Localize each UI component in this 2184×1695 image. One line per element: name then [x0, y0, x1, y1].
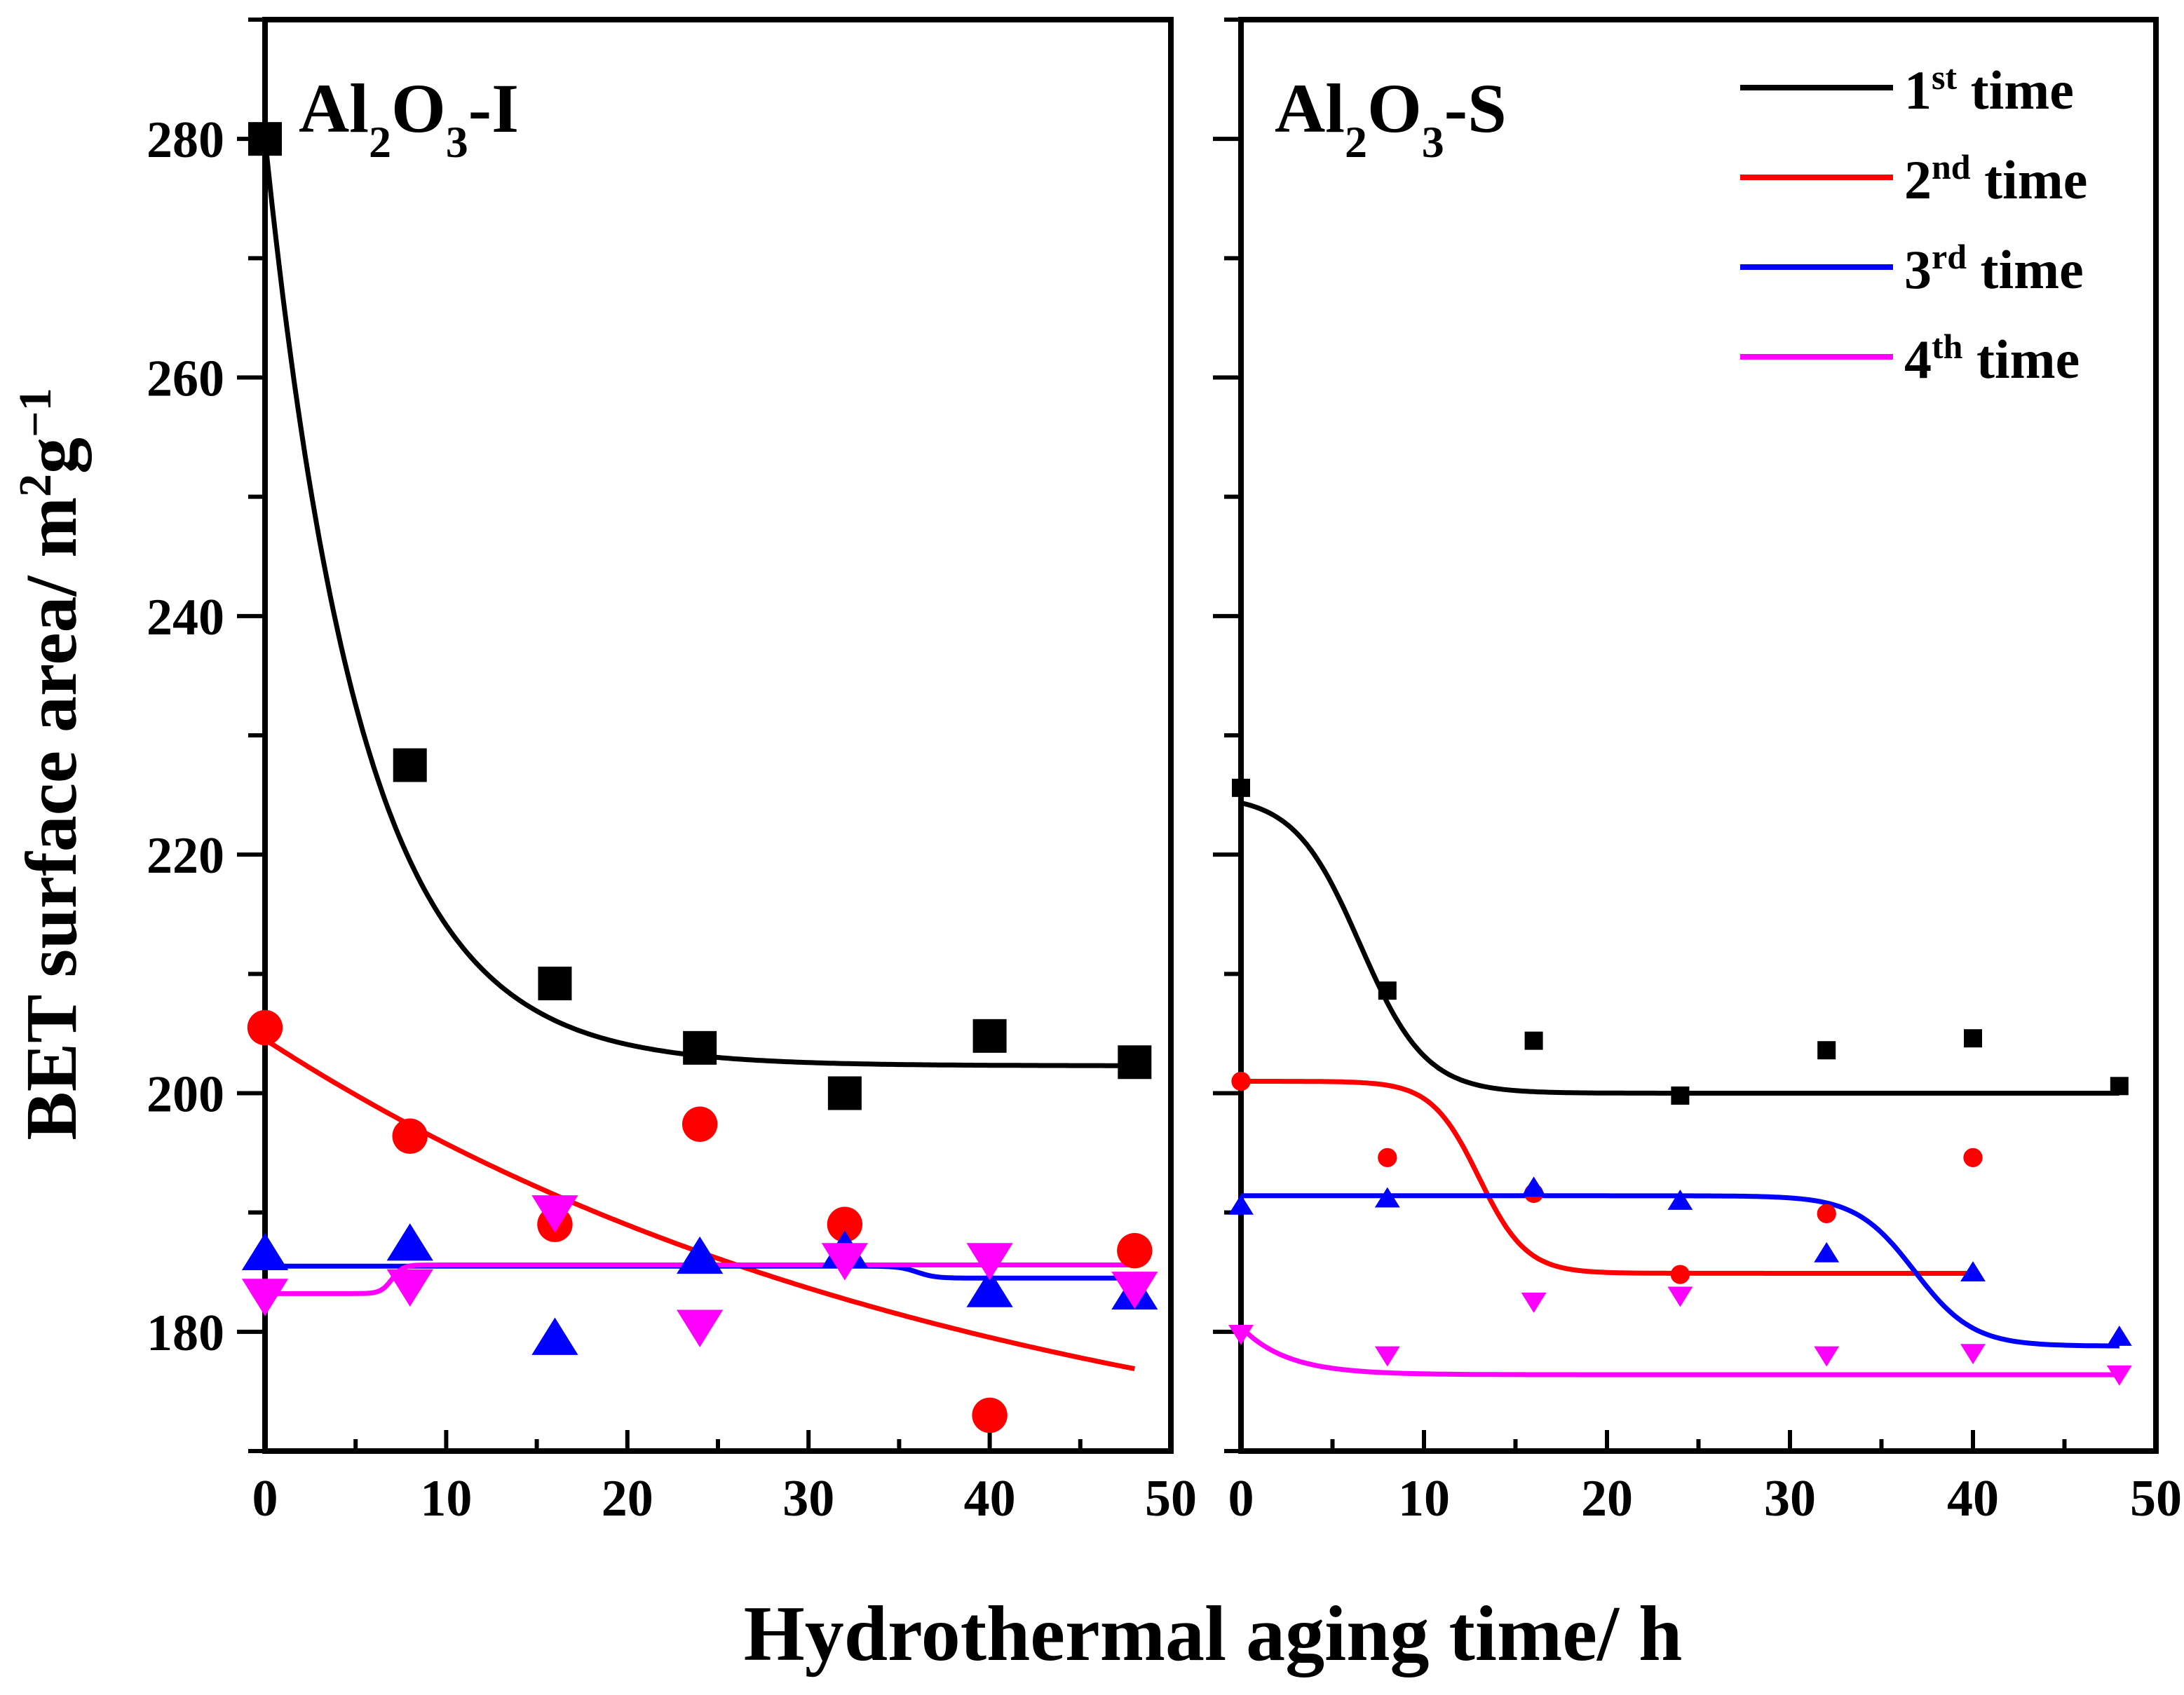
- data-point-triangle-up: [677, 1236, 724, 1274]
- x-tick-label: 30: [1764, 1470, 1816, 1527]
- x-tick-label: 40: [1947, 1470, 1999, 1527]
- fit-curve: [1241, 1079, 1973, 1276]
- panel-2: 0 10 20 30 40 50 Al2O3-S: [1213, 17, 2182, 1527]
- data-point-circle: [247, 1009, 283, 1046]
- y-tick-label: 200: [147, 1066, 224, 1124]
- y-axis-label: BET surface area/ m2g−1: [10, 388, 93, 1140]
- data-point-square: [1232, 778, 1250, 797]
- data-point-circle: [681, 1106, 718, 1142]
- data-point-triangle-up: [1814, 1241, 1840, 1262]
- x-tick-label: 50: [1145, 1470, 1197, 1527]
- y-tick-label: 240: [147, 589, 224, 646]
- data-point-square: [538, 966, 572, 1000]
- data-point-square: [827, 1076, 862, 1110]
- x-axis-label: Hydrothermal aging time/ h: [744, 1591, 1683, 1677]
- data-point-circle: [392, 1118, 428, 1154]
- legend-label: 3rd time: [1904, 237, 2084, 300]
- data-point-triangle-down: [1960, 1344, 1986, 1365]
- legend: 1st time 2nd time 3rd time 4th time: [1740, 57, 2087, 390]
- data-point-square: [683, 1030, 717, 1065]
- x-tick-label: 40: [964, 1470, 1016, 1527]
- data-point-triangle-down: [241, 1279, 289, 1316]
- data-point-triangle-down: [1374, 1346, 1400, 1367]
- data-point-square: [248, 122, 282, 156]
- data-point-triangle-down: [677, 1309, 724, 1347]
- x-tick-label: 30: [782, 1470, 834, 1527]
- x-tick-label: 10: [420, 1470, 472, 1527]
- data-point-triangle-down: [1111, 1272, 1158, 1309]
- data-point-triangle-up: [1521, 1176, 1547, 1197]
- data-point-square: [2110, 1077, 2129, 1096]
- data-point-circle: [972, 1397, 1008, 1434]
- data-point-triangle-down: [821, 1243, 868, 1281]
- data-point-square: [1817, 1041, 1836, 1060]
- y-tick-label: 220: [147, 827, 224, 885]
- data-point-circle: [1117, 1232, 1153, 1269]
- data-point-triangle-down: [966, 1243, 1013, 1281]
- x-tick-label: 0: [1228, 1470, 1254, 1527]
- x-tick-label: 50: [2130, 1470, 2182, 1527]
- y-tick-label: 280: [147, 111, 224, 169]
- fit-curve: [1240, 800, 2119, 1096]
- data-point-triangle-up: [1374, 1187, 1400, 1208]
- data-point-square: [1671, 1086, 1690, 1105]
- panel-title: Al2O3-S: [1275, 69, 1507, 167]
- data-point-triangle-down: [386, 1269, 433, 1307]
- data-point-square: [393, 748, 427, 782]
- data-point-square: [1378, 981, 1397, 1000]
- data-point-circle: [1817, 1204, 1836, 1224]
- y-tick-label: 180: [147, 1305, 224, 1362]
- fit-curve: [1239, 1325, 2119, 1377]
- data-point-triangle-up: [241, 1232, 289, 1271]
- fit-curve: [262, 138, 1135, 1068]
- legend-label: 2nd time: [1904, 147, 2087, 210]
- data-point-square: [972, 1019, 1007, 1053]
- data-point-circle: [1231, 1071, 1251, 1091]
- data-point-triangle-down: [531, 1195, 578, 1233]
- x-tick-label: 20: [1581, 1470, 1633, 1527]
- x-tick-label: 0: [252, 1470, 278, 1527]
- y-tick-label: 260: [147, 350, 224, 408]
- data-point-triangle-up: [1960, 1261, 1986, 1282]
- x-tick-label: 10: [1398, 1470, 1450, 1527]
- plot-frame: [1238, 17, 2159, 1454]
- data-point-triangle-down: [2106, 1365, 2132, 1386]
- panel-1: 0 10 20 30 40 50 180 200 220 240 260 280 Al2O3-I: [147, 17, 1197, 1527]
- x-tick-label: 20: [602, 1470, 653, 1527]
- data-point-triangle-up: [966, 1269, 1013, 1307]
- data-point-triangle-down: [1667, 1286, 1693, 1307]
- data-point-triangle-down: [1814, 1346, 1840, 1367]
- data-point-circle: [1378, 1148, 1397, 1168]
- data-point-circle: [827, 1206, 863, 1242]
- data-point-triangle-up: [2106, 1326, 2132, 1346]
- data-point-triangle-down: [1521, 1293, 1547, 1313]
- plot-frame: [262, 17, 1174, 1454]
- data-point-square: [1118, 1045, 1152, 1080]
- legend-label: 4th time: [1904, 327, 2080, 390]
- data-point-triangle-up: [531, 1317, 578, 1355]
- data-point-circle: [1670, 1265, 1690, 1284]
- legend-label: 1st time: [1904, 57, 2074, 121]
- data-point-triangle-up: [1228, 1194, 1254, 1215]
- data-point-triangle-up: [1667, 1190, 1693, 1210]
- data-point-triangle-up: [386, 1223, 433, 1261]
- data-point-square: [1964, 1029, 1982, 1048]
- data-point-triangle-down: [1228, 1324, 1254, 1345]
- data-point-square: [1524, 1031, 1543, 1050]
- data-point-circle: [1963, 1148, 1983, 1168]
- chart-panels: 0 10 20 30 40 50 180 200 220 240 260 280 Al2O3-I 0 10 2…: [147, 17, 2182, 1527]
- panel-title: Al2O3-I: [299, 69, 519, 167]
